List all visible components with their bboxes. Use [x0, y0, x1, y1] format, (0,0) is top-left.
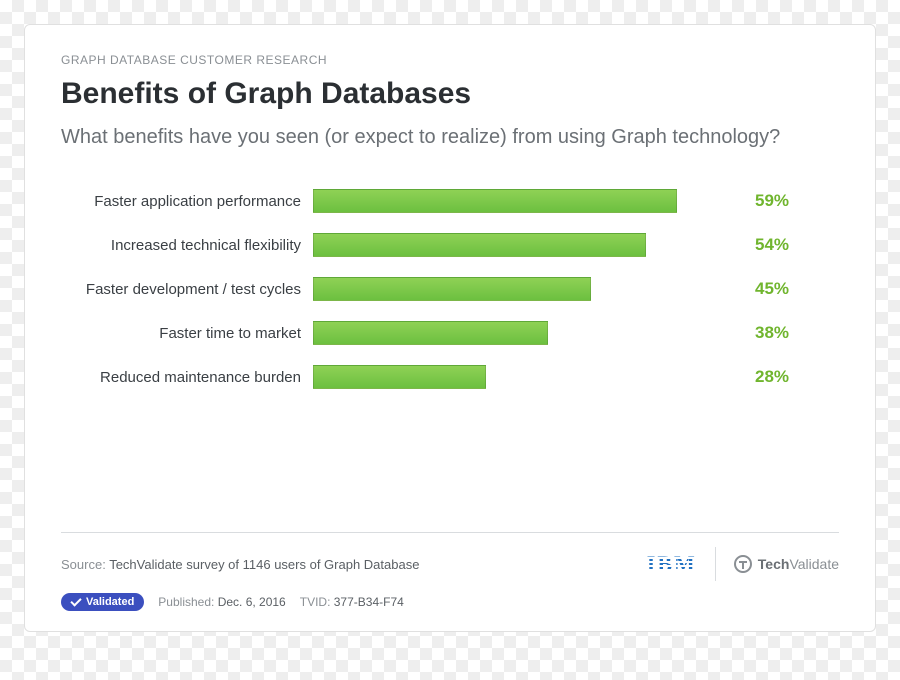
chart-bar	[313, 277, 591, 301]
chart-row-label: Faster time to market	[65, 325, 313, 342]
chart-bar-track	[313, 233, 745, 257]
chart-row-label: Faster application performance	[65, 193, 313, 210]
chart-row-value: 54%	[745, 235, 789, 255]
footer-row-source: Source: TechValidate survey of 1146 user…	[61, 547, 839, 581]
chart-row: Increased technical flexibility 54%	[65, 233, 835, 257]
chart-bar-track	[313, 277, 745, 301]
chart-bar	[313, 189, 677, 213]
divider	[61, 532, 839, 533]
chart-bar	[313, 233, 646, 257]
badge-label: Validated	[86, 596, 134, 608]
chart-bar-track	[313, 189, 745, 213]
chart-row-label: Increased technical flexibility	[65, 237, 313, 254]
page-title: Benefits of Graph Databases	[61, 77, 839, 111]
techvalidate-logo: TechValidate	[734, 555, 839, 573]
chart-bar	[313, 321, 548, 345]
chart-row-value: 38%	[745, 323, 789, 343]
benefits-bar-chart: Faster application performance 59% Increas…	[61, 189, 839, 389]
footer-row-meta: Validated Published: Dec. 6, 2016 TVID: …	[61, 593, 839, 611]
chart-row: Reduced maintenance burden 28%	[65, 365, 835, 389]
validated-badge: Validated	[61, 593, 144, 611]
eyebrow-text: GRAPH DATABASE CUSTOMER RESEARCH	[61, 53, 839, 67]
logo-group: IBM TechValidate	[647, 547, 839, 581]
published-meta: Published: Dec. 6, 2016	[158, 595, 285, 609]
page-subtitle: What benefits have you seen (or expect t…	[61, 123, 781, 151]
techvalidate-icon	[734, 555, 752, 573]
chart-bar-track	[313, 321, 745, 345]
chart-row: Faster application performance 59%	[65, 189, 835, 213]
chart-bar	[313, 365, 486, 389]
techvalidate-text: TechValidate	[758, 556, 839, 572]
chart-row-label: Reduced maintenance burden	[65, 369, 313, 386]
check-icon	[70, 595, 81, 606]
footer: Source: TechValidate survey of 1146 user…	[61, 532, 839, 611]
chart-row-label: Faster development / test cycles	[65, 281, 313, 298]
logo-divider	[715, 547, 716, 581]
source-body: TechValidate survey of 1146 users of Gra…	[109, 557, 419, 572]
report-card: GRAPH DATABASE CUSTOMER RESEARCH Benefit…	[24, 24, 876, 632]
tvid-meta: TVID: 377-B34-F74	[300, 595, 404, 609]
source-text: Source: TechValidate survey of 1146 user…	[61, 557, 419, 572]
chart-row: Faster development / test cycles 45%	[65, 277, 835, 301]
chart-row-value: 45%	[745, 279, 789, 299]
chart-row-value: 28%	[745, 367, 789, 387]
chart-row: Faster time to market 38%	[65, 321, 835, 345]
ibm-logo: IBM	[647, 551, 697, 577]
chart-row-value: 59%	[745, 191, 789, 211]
chart-bar-track	[313, 365, 745, 389]
source-prefix: Source:	[61, 557, 109, 572]
